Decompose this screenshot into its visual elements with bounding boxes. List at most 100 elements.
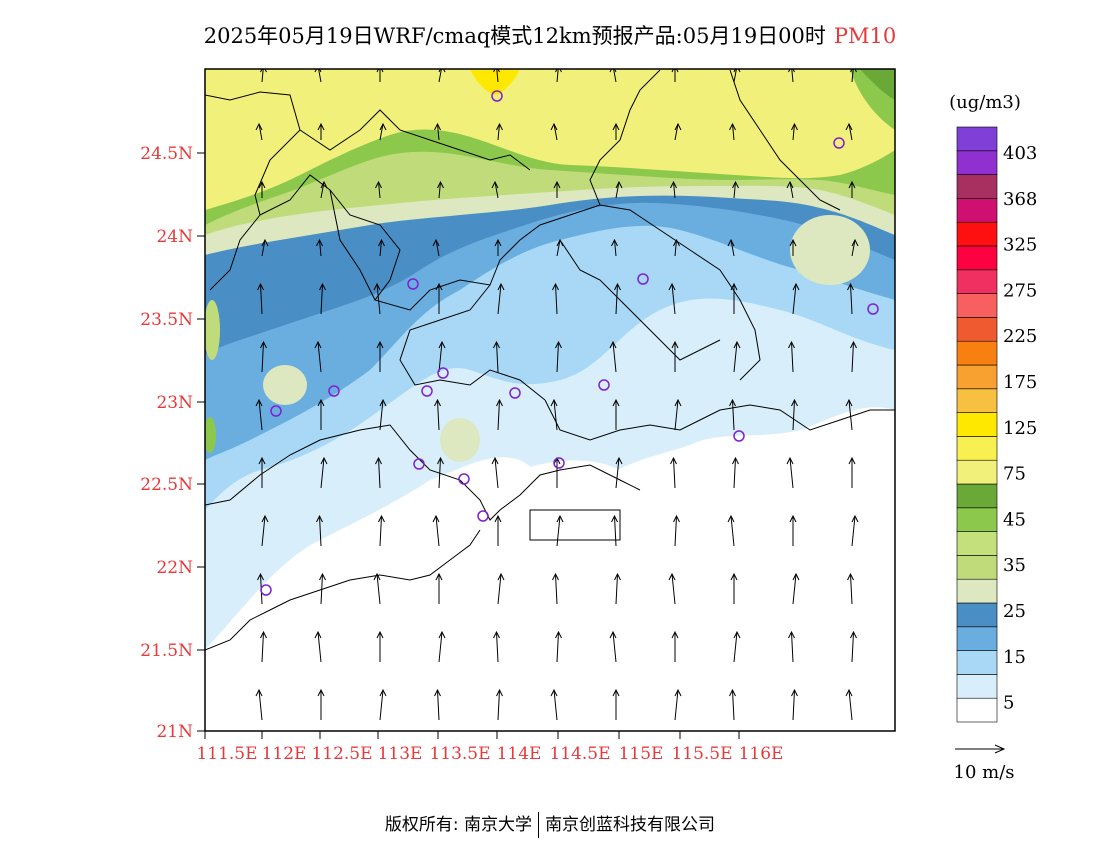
- wind-arrow: [730, 239, 735, 257]
- arrowhead-icon: [434, 688, 441, 697]
- arrowhead-icon: [320, 456, 328, 465]
- pm10-field: [205, 69, 895, 731]
- arrowhead-icon: [609, 340, 617, 349]
- lon-tick-label: 115.5E: [671, 744, 732, 764]
- wind-arrow: [671, 283, 676, 315]
- wind-arrow: [260, 283, 263, 315]
- arrowhead-icon: [552, 282, 559, 291]
- wind-arrow: [848, 689, 853, 721]
- arrowhead-icon: [850, 69, 857, 73]
- arrowhead-icon: [851, 514, 859, 523]
- arrowhead-icon: [435, 282, 443, 291]
- colorbar-label: 225: [1003, 326, 1037, 347]
- wind-arrow: [733, 457, 736, 489]
- arrowhead-icon: [379, 122, 387, 131]
- station-marker: [407, 278, 419, 290]
- wind-arrow: [258, 123, 263, 141]
- arrowhead-icon: [379, 398, 387, 407]
- arrowhead-icon: [375, 180, 382, 189]
- arrowhead-icon: [850, 340, 857, 349]
- wind-arrow: [497, 689, 500, 721]
- arrowhead-icon: [432, 514, 440, 523]
- wind-arrow: [317, 631, 322, 663]
- arrowhead-icon: [671, 630, 679, 639]
- wind-arrow: [851, 69, 854, 83]
- wind-arrow: [851, 515, 856, 547]
- map-title: 2025年05月19日WRF/cmaq模式12km预报产品:05月19日00时 P…: [0, 20, 1100, 50]
- wind-arrow: [851, 239, 856, 257]
- footer-right: 南京创蓝科技有限公司: [545, 815, 716, 835]
- arrowhead-icon: [379, 688, 387, 697]
- arrowhead-icon: [378, 238, 385, 247]
- wind-arrow: [613, 69, 617, 83]
- arrowhead-icon: [609, 69, 617, 73]
- wind-arrow: [612, 341, 617, 373]
- arrowhead-icon: [496, 122, 503, 131]
- wind-arrow: [791, 631, 794, 663]
- arrowhead-icon: [727, 514, 735, 523]
- wind-legend: 10 m/s: [954, 744, 1015, 783]
- boundaries: [205, 69, 895, 651]
- colorbar-swatch: [956, 602, 998, 628]
- wind-arrow: [615, 457, 620, 489]
- wind-arrow: [437, 689, 440, 721]
- arrowhead-icon: [791, 398, 798, 407]
- wind-arrow: [789, 457, 794, 489]
- wind-arrow: [792, 283, 797, 315]
- wind-arrow: [555, 283, 558, 315]
- wind-arrow: [556, 341, 559, 373]
- arrowhead-icon: [375, 456, 382, 465]
- lon-tick-label: 114.5E: [549, 744, 610, 764]
- lon-tick-label: 112.5E: [311, 744, 372, 764]
- wind-arrow: [261, 631, 264, 663]
- wind-arrow: [437, 399, 440, 431]
- arrowhead-icon: [438, 69, 446, 73]
- wind-arrow: [556, 69, 559, 83]
- arrowhead-icon: [497, 572, 505, 581]
- arrowhead-icon: [729, 122, 736, 131]
- arrowhead-icon: [789, 238, 797, 247]
- arrowhead-icon: [376, 340, 384, 349]
- arrowhead-icon: [320, 180, 328, 189]
- wind-arrow: [320, 573, 323, 605]
- wind-arrow: [851, 341, 854, 373]
- wind-arrow: [497, 123, 500, 141]
- wind-arrow: [379, 399, 384, 431]
- arrowhead-icon: [668, 572, 676, 581]
- lon-tick-label: 116E: [739, 744, 784, 764]
- colorbar-swatch: [956, 221, 998, 247]
- arrowhead-icon: [258, 456, 266, 465]
- wind-arrow: [379, 239, 382, 257]
- arrowhead-icon: [732, 456, 739, 465]
- wind-arrow: [438, 457, 441, 489]
- arrowhead-icon: [491, 180, 499, 189]
- colorbar-label: 325: [1003, 235, 1037, 256]
- station-marker: [733, 430, 745, 442]
- wind-arrow: [553, 689, 558, 721]
- arrowhead-icon: [260, 630, 267, 639]
- arrowhead-icon: [493, 69, 500, 73]
- station-marker: [477, 510, 489, 522]
- station-marker: [260, 584, 272, 596]
- colorbar-labels: 403 368 325 275 225 175 125 75 45 35 25 15 5: [1003, 143, 1037, 714]
- arrowhead-icon: [555, 630, 562, 639]
- arrowhead-icon: [255, 122, 263, 131]
- arrowhead-icon: [792, 572, 800, 581]
- station-marker: [413, 458, 425, 470]
- colorbar-swatch: [956, 531, 998, 556]
- arrowhead-icon: [314, 340, 322, 349]
- colorbar-label: 15: [1003, 647, 1026, 668]
- lat-tick-label: 23.5N: [140, 310, 193, 330]
- arrowhead-icon: [550, 398, 558, 407]
- wind-arrow: [615, 573, 618, 605]
- arrowhead-icon: [496, 688, 503, 697]
- arrowhead-icon: [612, 398, 620, 407]
- arrowhead-icon: [316, 238, 323, 247]
- arrowhead-icon: [493, 630, 500, 639]
- wind-arrow: [376, 573, 381, 605]
- wind-arrow: [673, 181, 676, 199]
- arrowhead-icon: [845, 398, 853, 407]
- arrowhead-icon: [786, 456, 794, 465]
- wind-arrow: [674, 123, 679, 141]
